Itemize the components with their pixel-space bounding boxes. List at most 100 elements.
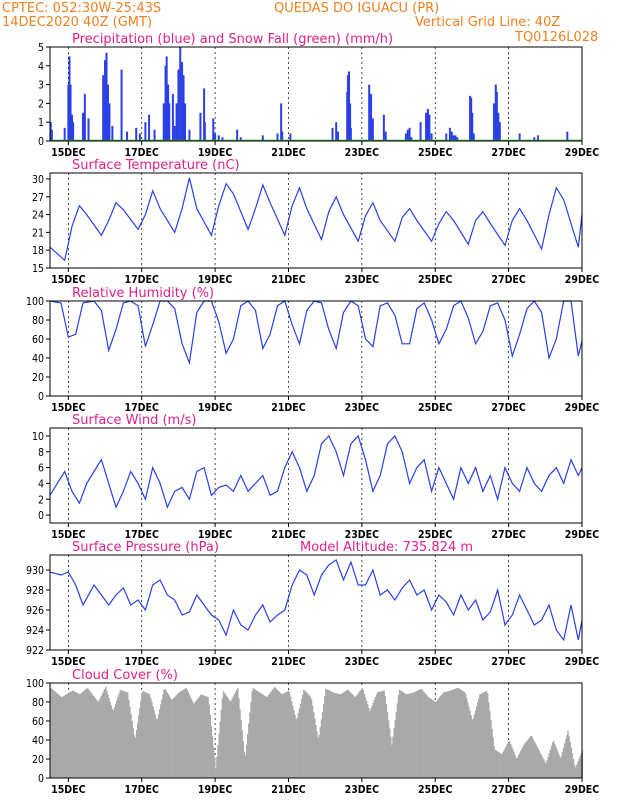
- precip-bar: [106, 84, 109, 141]
- cloud-bar: [260, 693, 262, 778]
- cloud-bar: [75, 692, 77, 778]
- cloud-bar: [330, 691, 333, 778]
- cloud-bar: [131, 721, 133, 778]
- cloud-bar: [437, 699, 439, 778]
- cloud-bar: [261, 693, 263, 778]
- wind-ytick-label: 6: [38, 463, 44, 475]
- cloud-bar: [320, 719, 323, 778]
- cloud-bar: [398, 689, 401, 778]
- precip-bar: [173, 125, 176, 141]
- cloud-bar: [273, 687, 275, 778]
- cloud-bar: [271, 690, 273, 778]
- cloud-bar: [194, 702, 196, 778]
- cloud-bar: [183, 689, 185, 778]
- cloud-bar: [355, 695, 358, 778]
- precip-ytick-label: 5: [38, 42, 44, 54]
- precip-xtick-label: 29DEC: [565, 147, 599, 159]
- cloud-bar: [538, 750, 541, 778]
- cloud-bar: [77, 693, 79, 778]
- precip-bar: [448, 127, 451, 141]
- cloud-bar: [402, 692, 404, 778]
- cloud-bar: [138, 715, 140, 778]
- cloud-ytick-label: 80: [32, 697, 44, 709]
- header-grid-note: Vertical Grid Line: 40Z: [415, 15, 560, 30]
- precip-bar: [566, 131, 569, 141]
- cloud-bar: [232, 696, 235, 778]
- cloud-bar: [128, 699, 130, 778]
- precip-bar: [105, 52, 108, 141]
- cloud-bar: [537, 748, 540, 778]
- cloud-bar: [357, 693, 359, 778]
- cloud-bar: [122, 690, 125, 778]
- cloud-bar: [277, 690, 280, 778]
- cloud-bar: [86, 688, 88, 778]
- cloud-bar: [433, 700, 435, 778]
- cloud-bar: [73, 691, 75, 778]
- cloud-bar: [362, 690, 364, 778]
- header-station: QUEDAS DO IGUACU (PR): [274, 1, 439, 16]
- precip-xtick-label: 23DEC: [345, 147, 379, 159]
- cloud-bar: [426, 695, 428, 778]
- temp-xtick-label: 29DEC: [565, 274, 599, 286]
- precip-bar: [497, 112, 500, 141]
- cloud-bar: [531, 735, 533, 778]
- cloud-bar: [156, 719, 159, 778]
- cloud-bar: [526, 740, 528, 778]
- cloud-bar: [161, 699, 163, 778]
- cloud-bar: [275, 688, 278, 778]
- cloud-bar: [519, 751, 522, 778]
- cloud-bar: [227, 698, 229, 778]
- cloud-bar: [479, 694, 481, 778]
- cloud-bar: [97, 701, 99, 778]
- cloud-bar: [337, 693, 339, 778]
- cloud-bar: [434, 701, 436, 778]
- cloud-bar: [116, 700, 118, 778]
- cloud-bar: [278, 692, 281, 778]
- cloud-bar: [350, 693, 352, 778]
- cloud-ytick-label: 100: [26, 678, 44, 690]
- precip-bar: [428, 114, 431, 141]
- cloud-bar: [309, 696, 312, 778]
- precip-bar: [239, 137, 242, 141]
- cloud-bar: [417, 690, 420, 778]
- cloud-bar: [375, 694, 378, 778]
- cloud-bar: [314, 718, 316, 778]
- cloud-bar: [263, 695, 265, 778]
- cloud-bar: [195, 701, 197, 778]
- cloud-bar: [197, 698, 199, 778]
- cloud-bar: [373, 700, 376, 778]
- cloud-bar: [201, 694, 204, 778]
- cloud-bar: [328, 690, 330, 778]
- cloud-bar: [508, 740, 511, 778]
- rh-ytick-label: 60: [32, 334, 44, 346]
- cloud-bar: [436, 700, 438, 778]
- cloud-bar: [501, 754, 503, 778]
- precip-bar: [212, 118, 215, 141]
- cloud-bar: [559, 758, 562, 778]
- cloud-bar: [548, 753, 551, 778]
- cloud-bar: [241, 730, 243, 778]
- cloud-bar: [280, 693, 282, 778]
- cloud-bar: [444, 692, 446, 778]
- cloud-bar: [470, 715, 472, 778]
- cloud-bar: [51, 688, 53, 778]
- cloud-bar: [572, 759, 575, 778]
- rh-panel: Relative Humidity (%) 0 20 40 60 80 100 15DEC 17…: [26, 286, 599, 414]
- wind-xtick-label: 19DEC: [198, 529, 232, 541]
- cloud-bar: [238, 698, 240, 778]
- cloud-bar: [154, 714, 156, 778]
- cloud-bar: [354, 696, 357, 778]
- cloud-bar: [495, 750, 498, 778]
- cloud-bar: [506, 743, 509, 778]
- cloud-bar: [237, 687, 239, 778]
- temp-ytick-label: 27: [32, 192, 44, 204]
- precip-bar: [68, 56, 71, 141]
- cloud-bar: [225, 694, 227, 778]
- cloud-bar: [564, 743, 566, 778]
- cloud-bar: [54, 691, 56, 778]
- cloud-bar: [570, 747, 573, 778]
- cloud-bar: [149, 694, 151, 778]
- precip-bar: [337, 131, 340, 141]
- precip-bar: [454, 135, 457, 141]
- cloud-bar: [176, 694, 178, 778]
